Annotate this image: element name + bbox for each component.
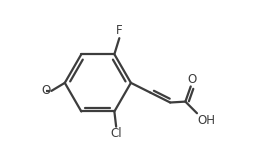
Text: OH: OH (198, 114, 216, 127)
Text: F: F (116, 24, 123, 37)
Text: O: O (187, 73, 196, 86)
Text: O: O (41, 84, 50, 97)
Text: Cl: Cl (110, 127, 122, 140)
